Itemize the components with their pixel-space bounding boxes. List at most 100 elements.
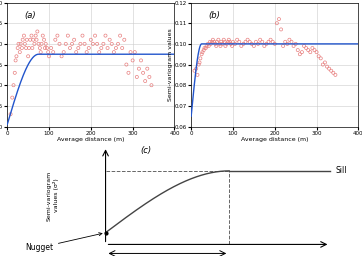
Point (13, 58, 18, 62)
Point (107, 38, 113, 42)
Point (295, 48, 301, 52)
X-axis label: Average distance (m): Average distance (m) (241, 137, 308, 142)
Point (297, 52, 303, 56)
Point (194, 73, 200, 77)
Point (123, 62, 129, 67)
Point (204, 44, 210, 48)
Point (213, 44, 219, 48)
Point (318, 56, 324, 60)
Point (206, 44, 212, 48)
Point (29, 34, 34, 38)
Point (138, 58, 144, 62)
Point (225, 40, 231, 44)
Point (8, 112, 13, 116)
Point (147, 75, 152, 79)
Point (38, 50, 43, 54)
Point (43, 42, 49, 46)
Point (26, 46, 32, 50)
Point (243, 40, 248, 44)
Point (48, 46, 54, 50)
Point (268, 38, 274, 42)
Point (140, 71, 146, 75)
Point (301, 44, 307, 48)
Point (320, 62, 326, 67)
Point (34, 29, 40, 34)
Point (205, 42, 211, 46)
Point (234, 38, 240, 42)
Point (40, 34, 46, 38)
Point (202, 46, 207, 50)
Point (86, 46, 92, 50)
Text: Semi-variogram
values (σ²): Semi-variogram values (σ²) (47, 170, 59, 220)
Point (28, 38, 33, 42)
Point (25, 54, 31, 58)
Point (90, 42, 96, 46)
Point (232, 42, 238, 46)
Point (240, 42, 246, 46)
Point (230, 40, 236, 44)
Point (45, 50, 51, 54)
Point (88, 38, 94, 42)
Point (328, 69, 334, 73)
Point (117, 34, 123, 38)
Point (121, 38, 127, 42)
Point (217, 42, 223, 46)
Point (332, 73, 338, 77)
Point (59, 54, 64, 58)
Point (207, 40, 213, 44)
Point (111, 50, 117, 54)
Point (80, 34, 85, 38)
Point (98, 46, 104, 50)
Point (312, 48, 317, 52)
Point (102, 34, 108, 38)
Point (63, 42, 69, 46)
Point (21, 34, 27, 38)
Point (119, 46, 125, 50)
Point (261, 44, 267, 48)
Point (36, 42, 42, 46)
Point (13, 54, 19, 58)
Point (199, 50, 205, 54)
Text: (a): (a) (24, 11, 35, 20)
Point (324, 65, 330, 69)
Point (109, 42, 115, 46)
Point (132, 50, 138, 54)
Point (34, 38, 39, 42)
Point (274, 21, 280, 25)
Point (142, 79, 148, 83)
Text: Sill: Sill (336, 166, 347, 175)
Point (29, 46, 35, 50)
Point (18, 42, 24, 46)
Point (286, 38, 292, 42)
Point (65, 34, 71, 38)
Point (113, 46, 119, 50)
Point (291, 44, 296, 48)
Point (193, 67, 199, 71)
Point (23, 46, 29, 50)
X-axis label: Average distance (m): Average distance (m) (57, 137, 125, 142)
Point (264, 42, 269, 46)
Point (22, 42, 28, 46)
Point (92, 34, 98, 38)
Point (212, 42, 218, 46)
Point (130, 58, 135, 62)
Point (128, 50, 134, 54)
Point (33, 34, 39, 38)
Point (134, 75, 140, 79)
Point (223, 44, 228, 48)
Point (224, 42, 230, 46)
Point (257, 38, 263, 42)
Point (229, 44, 235, 48)
Point (259, 40, 265, 44)
Point (148, 83, 154, 87)
Point (299, 50, 305, 54)
Point (239, 44, 244, 48)
Point (44, 46, 50, 50)
Point (307, 50, 313, 54)
Point (69, 42, 75, 46)
Text: (b): (b) (208, 11, 220, 20)
Point (75, 46, 81, 50)
Point (55, 34, 60, 38)
Point (16, 42, 21, 46)
Point (31, 42, 37, 46)
